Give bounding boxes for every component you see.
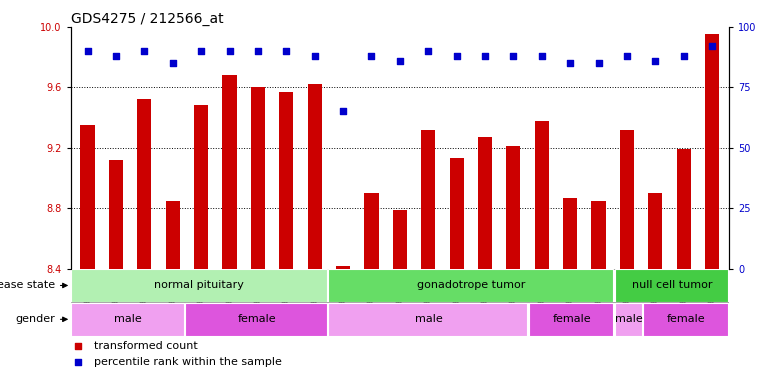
Point (479, 53, 492, 59)
Point (308, 53, 321, 59)
Bar (643, 303, 728, 336)
Bar (223, 75, 237, 268)
Bar (137, 99, 151, 268)
Text: female: female (552, 314, 591, 324)
Point (82, 48, 94, 54)
Point (195, 48, 208, 54)
Bar (328, 303, 528, 336)
Point (535, 53, 548, 59)
Point (394, 58, 406, 64)
Bar (421, 129, 435, 268)
Bar (81, 125, 95, 268)
Bar (279, 92, 293, 268)
Text: male: male (114, 314, 142, 324)
Bar (365, 193, 379, 268)
Bar (563, 197, 577, 268)
Text: female: female (238, 314, 276, 324)
Point (564, 60, 576, 66)
Point (365, 53, 378, 59)
Point (337, 108, 350, 114)
Bar (677, 149, 691, 268)
Bar (109, 160, 123, 268)
Bar (528, 303, 613, 336)
Text: gonadotrope tumor: gonadotrope tumor (417, 280, 525, 290)
Bar (478, 137, 492, 268)
Bar (194, 106, 209, 268)
Bar (307, 84, 321, 268)
Point (252, 48, 264, 54)
Text: GDS4275 / 212566_at: GDS4275 / 212566_at (71, 12, 223, 26)
Point (166, 60, 179, 66)
Bar (393, 210, 407, 268)
Point (507, 53, 520, 59)
Point (706, 43, 718, 49)
Bar (648, 193, 662, 268)
Point (72, 343, 85, 349)
Bar (615, 269, 728, 302)
Bar (185, 303, 327, 336)
Point (223, 48, 236, 54)
Bar (591, 200, 605, 268)
Point (677, 53, 690, 59)
Bar (165, 200, 180, 268)
Point (280, 48, 292, 54)
Point (72, 359, 85, 366)
Text: disease state: disease state (0, 280, 55, 290)
Bar (71, 303, 183, 336)
Bar (449, 158, 463, 268)
Bar (615, 303, 642, 336)
Bar (620, 129, 634, 268)
Text: percentile rank within the sample: percentile rank within the sample (93, 358, 281, 367)
Point (138, 48, 151, 54)
Point (450, 53, 463, 59)
Point (621, 53, 633, 59)
Point (592, 60, 604, 66)
Text: gender: gender (15, 314, 55, 324)
Text: null cell tumor: null cell tumor (632, 280, 712, 290)
Bar (705, 35, 719, 268)
Text: male: male (615, 314, 643, 324)
Bar (506, 146, 521, 268)
Point (649, 58, 662, 64)
Bar (535, 121, 549, 268)
Bar (336, 266, 350, 268)
Point (422, 48, 434, 54)
Bar (251, 87, 265, 268)
Bar (328, 269, 613, 302)
Text: transformed count: transformed count (93, 341, 198, 351)
Point (110, 53, 122, 59)
Text: male: male (415, 314, 442, 324)
Text: female: female (667, 314, 706, 324)
Bar (71, 269, 327, 302)
Text: normal pituitary: normal pituitary (154, 280, 245, 290)
